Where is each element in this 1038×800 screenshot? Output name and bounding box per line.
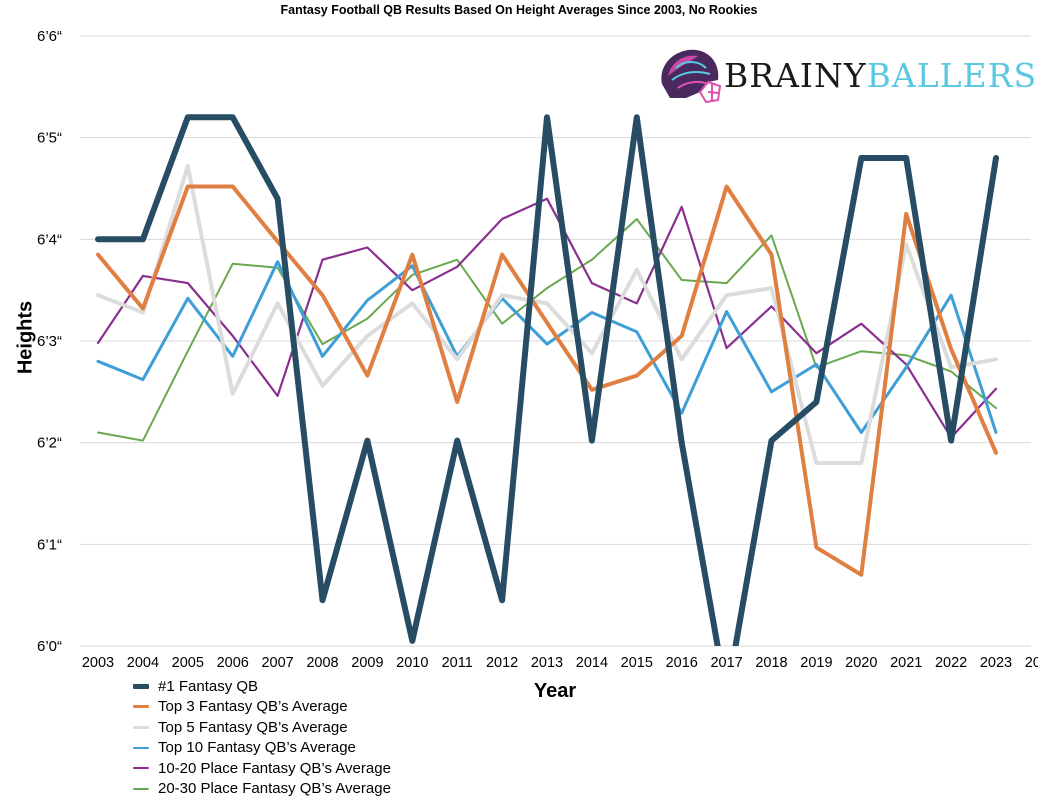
x-tick-label: 2023 — [980, 655, 1012, 671]
legend-swatch — [133, 746, 149, 749]
series-line — [96, 260, 998, 434]
legend-item: Top 5 Fantasy QB’s Average — [133, 717, 391, 738]
logo-word-ballers: BALLERS — [866, 56, 1038, 95]
y-tick-label: 6’6“ — [37, 28, 62, 45]
logo-word-brainy: BRAINY — [724, 56, 867, 95]
legend-label: Top 3 Fantasy QB’s Average — [158, 698, 348, 716]
y-tick-label: 6’4“ — [37, 231, 62, 248]
y-axis-label: Heights — [14, 300, 37, 375]
x-tick-label: 2020 — [845, 655, 877, 671]
x-tick-labels: 2003 2004 2005 2006 2007 2008 2009 2010 2011 2012… — [82, 655, 1038, 671]
y-tick-label: 6’2“ — [37, 435, 62, 452]
series-lines — [95, 114, 999, 646]
x-tick-label: 2017 — [710, 655, 742, 671]
x-tick-label: 2022 — [935, 655, 967, 671]
x-tick-label: 2010 — [396, 655, 428, 671]
chart-title: Fantasy Football QB Results Based On Hei… — [280, 3, 758, 17]
x-tick-label: 2024 — [1025, 655, 1038, 671]
helmet-icon — [661, 49, 722, 104]
x-tick-label: 2005 — [172, 655, 204, 671]
legend-label: Top 5 Fantasy QB’s Average — [158, 718, 348, 736]
chart-legend: #1 Fantasy QB Top 3 Fantasy QB’s Average T… — [133, 676, 391, 799]
series-line — [97, 218, 997, 442]
legend-label: #1 Fantasy QB — [158, 677, 259, 695]
x-tick-label: 2021 — [890, 655, 922, 671]
x-tick-label: 2014 — [576, 655, 608, 671]
x-tick-label: 2004 — [127, 655, 159, 671]
legend-item: #1 Fantasy QB — [133, 676, 391, 697]
x-tick-label: 2018 — [755, 655, 787, 671]
series-line — [96, 184, 998, 577]
x-tick-label: 2003 — [82, 655, 114, 671]
y-tick-labels: 6’0“ 6’1“ 6’2“ 6’3“ 6’4“ 6’5“ 6’6“ — [37, 28, 62, 655]
x-tick-label: 2006 — [217, 655, 249, 671]
y-tick-label: 6’3“ — [37, 333, 62, 350]
legend-item: Top 3 Fantasy QB’s Average — [133, 697, 391, 718]
x-tick-label: 2015 — [621, 655, 653, 671]
legend-swatch — [133, 683, 149, 689]
series-line — [95, 114, 999, 646]
legend-swatch — [133, 725, 149, 729]
legend-label: Top 10 Fantasy QB’s Average — [158, 739, 356, 757]
x-tick-label: 2008 — [306, 655, 338, 671]
y-tick-label: 6’1“ — [37, 536, 62, 553]
legend-swatch — [133, 705, 149, 709]
y-tick-label: 6’5“ — [37, 130, 62, 147]
series-line — [96, 197, 998, 439]
x-tick-label: 2009 — [351, 655, 383, 671]
legend-item: 10-20 Place Fantasy QB’s Average — [133, 758, 391, 779]
x-axis-label: Year — [533, 680, 577, 702]
x-tick-label: 2011 — [442, 655, 473, 671]
legend-item: 20-30 Place Fantasy QB’s Average — [133, 779, 391, 800]
legend-swatch — [133, 767, 149, 770]
y-tick-label: 6’0“ — [37, 638, 62, 655]
legend-item: Top 10 Fantasy QB’s Average — [133, 738, 391, 759]
legend-label: 10-20 Place Fantasy QB’s Average — [158, 759, 391, 777]
x-tick-label: 2012 — [486, 655, 518, 671]
x-tick-label: 2013 — [531, 655, 563, 671]
x-tick-label: 2016 — [666, 655, 698, 671]
logo-wordmark: BRAINYBALLERS — [724, 56, 1037, 95]
legend-swatch — [133, 787, 149, 790]
series-line — [96, 164, 998, 465]
legend-label: 20-30 Place Fantasy QB’s Average — [158, 780, 391, 798]
x-tick-label: 2019 — [800, 655, 832, 671]
brainy-ballers-logo: BRAINYBALLERS — [656, 46, 1036, 110]
x-tick-label: 2007 — [261, 655, 293, 671]
